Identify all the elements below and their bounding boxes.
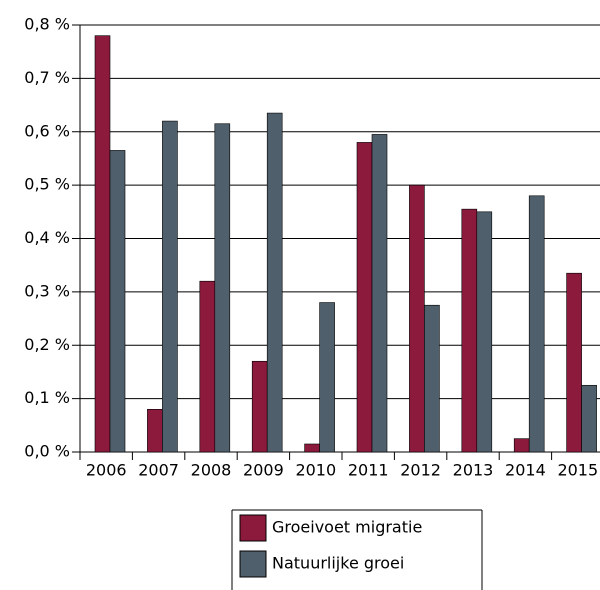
bar [304,443,320,453]
x-tick-label: 2012 [400,461,441,480]
bar [162,120,178,453]
x-tick-label: 2008 [191,461,232,480]
y-tick-label: 0,7 % [24,68,70,87]
x-tick-label: 2015 [557,461,598,480]
legend-label: Groeivoet migratie [272,518,422,537]
bar [581,384,597,453]
bar [461,208,478,453]
x-tick-label: 2014 [505,461,546,480]
x-tick-label: 2010 [295,461,336,480]
bar [94,35,111,453]
y-tick-label: 0,6 % [24,121,70,140]
bar [424,304,440,453]
y-tick-label: 0,2 % [24,335,70,354]
bar [147,408,163,453]
y-tick-label: 0,4 % [24,228,70,247]
legend-swatch [239,550,267,578]
bar [566,272,582,453]
x-tick-label: 2009 [243,461,284,480]
bar [266,112,283,453]
y-tick-label: 0,3 % [24,281,70,300]
x-tick-label: 2007 [138,461,179,480]
y-tick-label: 0,0 % [24,442,70,461]
x-tick-label: 2006 [86,461,127,480]
y-tick-label: 0,5 % [24,175,70,194]
bar [513,438,530,453]
bar [476,211,493,453]
x-tick-label: 2011 [348,461,389,480]
legend-swatch [239,514,267,542]
bar [371,134,388,453]
y-tick-label: 0,1 % [24,388,70,407]
bar [214,123,231,453]
bar [109,150,126,453]
bar [528,195,545,453]
x-tick-label: 2013 [453,461,494,480]
y-tick-label: 0,8 % [24,15,70,34]
legend-label: Natuurlijke groei [272,554,404,573]
bar [251,360,268,453]
bar [356,142,373,453]
bar [409,184,425,453]
bar [199,280,216,453]
bar [319,302,335,453]
